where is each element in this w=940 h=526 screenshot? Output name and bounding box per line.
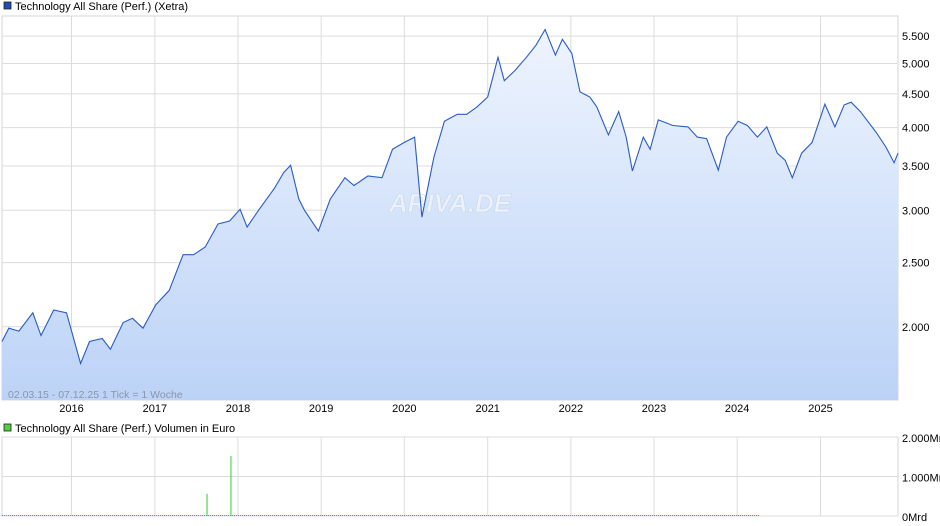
price-line — [1, 28, 899, 366]
x-tick-label: 2023 — [642, 403, 666, 415]
price-legend-swatch — [3, 1, 12, 10]
x-tick-label: 2020 — [392, 403, 416, 415]
y-tick-label: 5.500 — [902, 31, 930, 43]
price-axes: 2.000 2.500 3.000 3.500 4.000 4.500 5.000 5.500… — [59, 31, 929, 415]
volume-legend-swatch — [3, 423, 12, 432]
x-tick-label: 2018 — [226, 403, 250, 415]
volume-y-tick-label: 2.000Mrd — [902, 433, 940, 445]
volume-bars — [2, 455, 760, 516]
x-tick-label: 2016 — [59, 403, 83, 415]
y-tick-label: 5.000 — [902, 59, 930, 71]
x-tick-label: 2025 — [808, 403, 832, 415]
x-tick-label: 2024 — [725, 403, 749, 415]
range-note: 02.03.15 - 07.12.25 1 Tick = 1 Woche — [8, 389, 183, 401]
price-area — [2, 29, 898, 400]
y-tick-label: 2.500 — [902, 258, 930, 270]
x-tick-label: 2019 — [309, 403, 333, 415]
y-tick-label: 4.000 — [902, 123, 930, 135]
x-tick-label: 2022 — [559, 403, 583, 415]
y-tick-label: 4.500 — [902, 89, 930, 101]
price-chart-title: Technology All Share (Perf.) (Xetra) — [15, 1, 188, 13]
x-tick-label: 2021 — [475, 403, 499, 415]
volume-chart-title: Technology All Share (Perf.) Volumen in … — [15, 423, 235, 435]
volume-y-tick-label: 1.000Mrd — [902, 473, 940, 485]
volume-grid: 0Mrd 1.000Mrd 2.000Mrd — [1, 433, 940, 524]
y-tick-label: 3.000 — [902, 205, 930, 217]
y-tick-label: 2.000 — [902, 322, 930, 334]
watermark: ARIVA.DE — [388, 188, 512, 218]
x-tick-label: 2017 — [143, 403, 167, 415]
y-tick-label: 3.500 — [902, 161, 930, 173]
volume-y-tick-label: 0Mrd — [902, 512, 927, 524]
